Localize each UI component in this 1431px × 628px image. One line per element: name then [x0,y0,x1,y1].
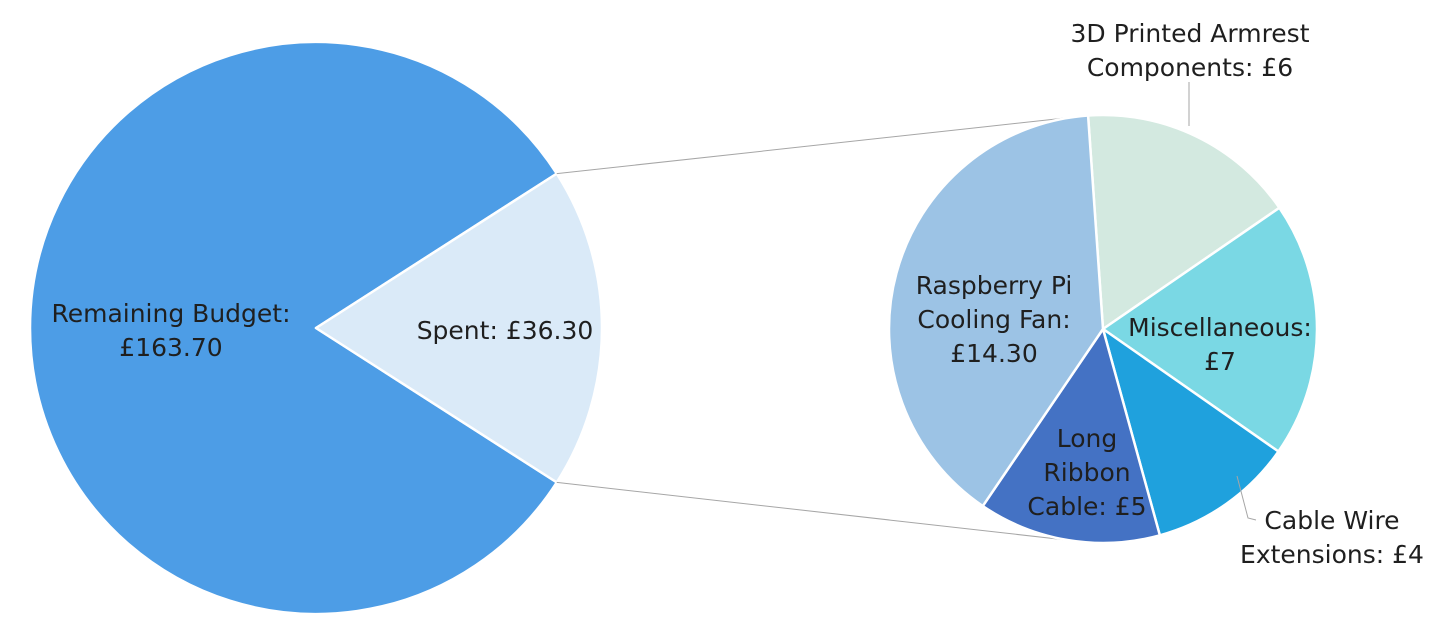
label-raspberry-pi-cooling-fan: Raspberry Pi Cooling Fan: £14.30 [916,271,1073,368]
connector-line-bottom [556,481,1070,541]
label-cable-wire-extensions-line: Extensions: £4 [1240,540,1424,569]
label-remaining-budget: Remaining Budget: £163.70 [51,299,290,362]
label-remaining-budget-line: £163.70 [119,333,222,362]
label-raspberry-pi-cooling-fan-line: Raspberry Pi [916,271,1073,300]
label-cable-wire-extensions: Cable Wire Extensions: £4 [1240,506,1424,569]
connector-line-top [556,115,1089,175]
label-miscellaneous-line: Miscellaneous: [1128,313,1312,342]
slice-remaining-budget [28,40,559,616]
label-cable-wire-extensions-line: Cable Wire [1264,506,1399,535]
leader-line [1236,475,1257,521]
slice-3d-printed-armrest [1086,113,1281,331]
label-spent-line: Spent: £36.30 [417,316,594,345]
label-3d-printed-armrest-line: Components: £6 [1087,53,1293,82]
label-raspberry-pi-cooling-fan-line: £14.30 [950,339,1037,368]
slice-long-ribbon-cable [981,327,1162,545]
label-miscellaneous: Miscellaneous: £7 [1128,313,1312,376]
label-remaining-budget-line: Remaining Budget: [51,299,290,328]
label-miscellaneous-line: £7 [1204,347,1236,376]
label-raspberry-pi-cooling-fan-line: Cooling Fan: [917,305,1070,334]
slice-miscellaneous [1101,206,1319,453]
label-long-ribbon-cable-line: Cable: £5 [1027,492,1146,521]
label-3d-printed-armrest: 3D Printed Armrest Components: £6 [1070,19,1309,82]
slice-raspberry-pi-cooling-fan [887,114,1105,508]
label-spent: Spent: £36.30 [417,316,594,345]
label-long-ribbon-cable-line: Long [1057,424,1118,453]
label-long-ribbon-cable-line: Ribbon [1043,458,1130,487]
label-3d-printed-armrest-line: 3D Printed Armrest [1070,19,1309,48]
slice-spent [314,172,604,484]
label-long-ribbon-cable: Long Ribbon Cable: £5 [1027,424,1146,521]
